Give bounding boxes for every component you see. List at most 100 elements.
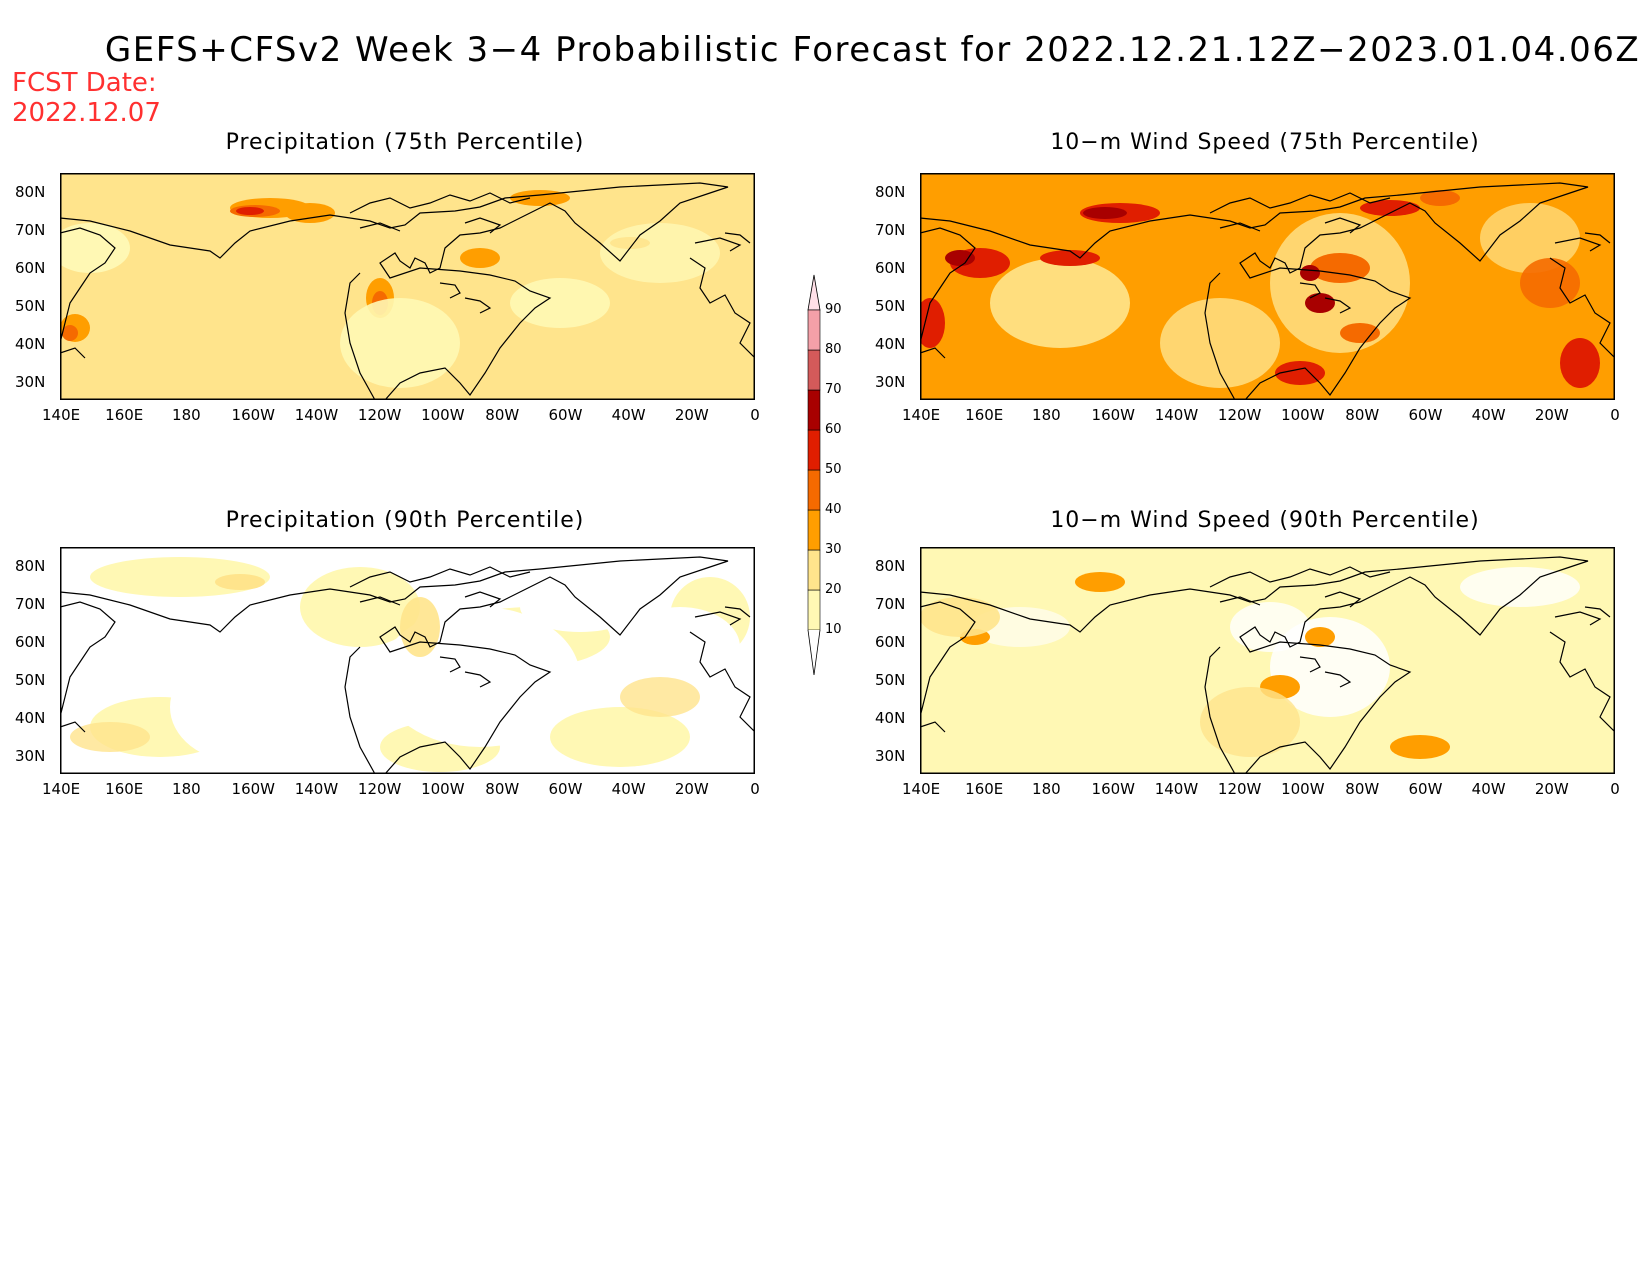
panel-title-precip-75: Precipitation (75th Percentile) bbox=[225, 130, 585, 155]
colorbar-label: 40 bbox=[825, 502, 842, 517]
lat-tick-label: 40N bbox=[15, 335, 46, 353]
lon-tick-label: 100W bbox=[1281, 780, 1325, 798]
coastline bbox=[1549, 232, 1615, 359]
coastline bbox=[920, 227, 976, 359]
probability-region bbox=[1305, 627, 1335, 647]
fcst-date-label: FCST Date: bbox=[12, 68, 157, 98]
coastline bbox=[1209, 192, 1602, 314]
lon-tick-label: 0 bbox=[750, 780, 760, 798]
colorbar-label: 80 bbox=[825, 342, 842, 357]
lon-tick-label: 120W bbox=[357, 406, 402, 424]
lon-tick-label: 0 bbox=[750, 406, 760, 424]
lat-tick-label: 50N bbox=[15, 297, 46, 315]
probability-region bbox=[62, 325, 78, 341]
probability-region bbox=[1310, 253, 1370, 283]
probability-region bbox=[400, 597, 440, 657]
lon-tick-label: 180 bbox=[172, 780, 201, 798]
figure-title: GEFS+CFSv2 Week 3−4 Probabilistic Foreca… bbox=[104, 30, 1641, 70]
coastline bbox=[60, 182, 729, 400]
colorbar-segment bbox=[807, 389, 821, 431]
colorbar-label: 50 bbox=[825, 462, 842, 477]
probability-region bbox=[620, 607, 740, 687]
lon-tick-label: 80W bbox=[1345, 780, 1380, 798]
lat-tick-label: 70N bbox=[875, 595, 906, 613]
colorbar-label: 30 bbox=[825, 542, 842, 557]
colorbar-segment bbox=[807, 549, 821, 591]
lat-tick-label: 70N bbox=[875, 221, 906, 239]
lon-tick-label: 60W bbox=[548, 406, 583, 424]
lon-tick-label: 80W bbox=[485, 406, 520, 424]
lat-tick-label: 80N bbox=[15, 557, 46, 575]
lon-tick-label: 160E bbox=[105, 406, 144, 424]
lat-tick-label: 80N bbox=[875, 557, 906, 575]
lon-tick-label: 40W bbox=[1471, 406, 1506, 424]
probability-region bbox=[60, 223, 130, 273]
coastline bbox=[349, 192, 742, 314]
lon-tick-label: 0 bbox=[1610, 780, 1620, 798]
lon-tick-label: 60W bbox=[1408, 780, 1443, 798]
probability-region bbox=[285, 203, 335, 223]
panel-title-precip-90: Precipitation (90th Percentile) bbox=[225, 508, 585, 533]
map-panel-wind-90 bbox=[920, 547, 1615, 774]
lat-tick-label: 60N bbox=[875, 633, 906, 651]
fcst-date-value: 2022.12.07 bbox=[12, 98, 161, 128]
panel-title-wind-75: 10−m Wind Speed (75th Percentile) bbox=[1050, 130, 1480, 155]
colorbar-segment bbox=[807, 349, 821, 391]
lat-tick-label: 30N bbox=[15, 373, 46, 391]
lat-tick-label: 70N bbox=[15, 595, 46, 613]
probability-region bbox=[300, 567, 420, 647]
probability-region bbox=[340, 298, 460, 388]
probability-region bbox=[945, 250, 975, 266]
probability-region bbox=[1200, 687, 1300, 757]
map-frame bbox=[60, 547, 755, 774]
coastline bbox=[689, 232, 755, 359]
lon-tick-label: 140E bbox=[42, 406, 81, 424]
map-frame bbox=[60, 173, 755, 400]
lon-tick-label: 80W bbox=[1345, 406, 1380, 424]
probability-region bbox=[90, 617, 190, 677]
lon-tick-label: 40W bbox=[611, 780, 646, 798]
map-frame bbox=[920, 173, 1615, 400]
colorbar-label: 70 bbox=[825, 382, 842, 397]
coastline bbox=[60, 601, 116, 733]
probability-region bbox=[1520, 258, 1580, 308]
lon-tick-label: 20W bbox=[1534, 406, 1569, 424]
probability-region bbox=[70, 722, 150, 752]
lat-tick-label: 40N bbox=[875, 335, 906, 353]
probability-region bbox=[920, 298, 945, 348]
lon-tick-label: 160E bbox=[965, 406, 1004, 424]
colorbar-label: 90 bbox=[825, 302, 842, 317]
probability-region bbox=[1560, 338, 1600, 388]
lon-tick-label: 140W bbox=[1154, 406, 1199, 424]
lon-tick-label: 140W bbox=[294, 406, 339, 424]
coastline bbox=[920, 601, 976, 733]
lat-tick-label: 60N bbox=[875, 259, 906, 277]
coastline bbox=[1549, 606, 1615, 733]
probability-region bbox=[1230, 602, 1310, 652]
lon-tick-label: 100W bbox=[1281, 406, 1325, 424]
lon-tick-label: 40W bbox=[611, 406, 646, 424]
probability-region bbox=[620, 677, 700, 717]
coastline bbox=[920, 182, 1589, 400]
probability-region bbox=[1275, 361, 1325, 385]
lat-tick-label: 40N bbox=[875, 709, 906, 727]
colorbar-segment bbox=[807, 309, 821, 351]
probability-region bbox=[1480, 203, 1580, 273]
map-frame bbox=[920, 547, 1615, 774]
probability-region bbox=[920, 597, 1000, 637]
lat-tick-label: 80N bbox=[875, 183, 906, 201]
probability-region bbox=[550, 707, 690, 767]
lat-tick-label: 60N bbox=[15, 259, 46, 277]
colorbar-label: 10 bbox=[825, 622, 842, 637]
map-panel-precip-75 bbox=[60, 173, 755, 400]
lon-tick-label: 60W bbox=[1408, 406, 1443, 424]
probability-region bbox=[600, 223, 720, 283]
colorbar-segment bbox=[807, 509, 821, 551]
lon-tick-label: 80W bbox=[485, 780, 520, 798]
colorbar-segment bbox=[807, 589, 821, 631]
map-panel-precip-90 bbox=[60, 547, 755, 774]
lon-tick-label: 160W bbox=[1091, 406, 1135, 424]
probability-region bbox=[1340, 323, 1380, 343]
probability-region bbox=[1075, 572, 1125, 592]
lon-tick-label: 120W bbox=[1217, 780, 1262, 798]
